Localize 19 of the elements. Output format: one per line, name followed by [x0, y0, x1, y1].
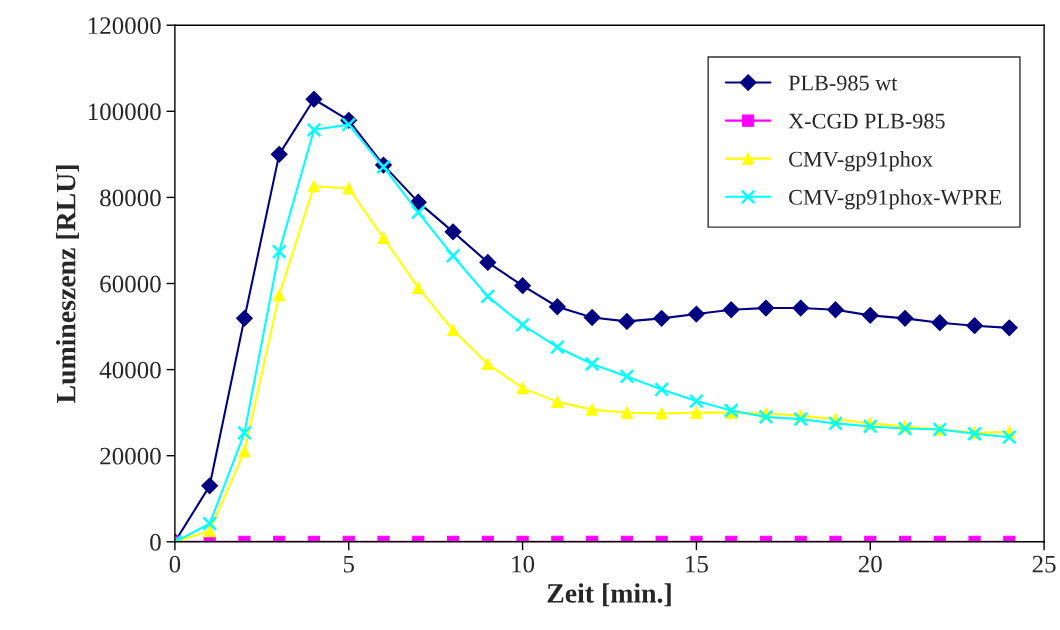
y-tick-label: 20000 [100, 447, 161, 465]
x-tick-label: 0 [169, 555, 181, 573]
legend-label: PLB-985 wt [788, 75, 898, 91]
x-tick-label: 15 [686, 555, 708, 573]
y-tick-label: 60000 [100, 275, 161, 293]
y-tick-label: 0 [150, 533, 161, 551]
y-tick-label: 80000 [100, 189, 161, 207]
x-tick-label: 20 [858, 555, 882, 573]
x-tick-label: 10 [512, 555, 535, 573]
legend-label: CMV-gp91phox [789, 151, 933, 172]
x-tick-label: 25 [1032, 555, 1056, 573]
legend-label: CMV-gp91phox-WPRE [789, 189, 1002, 210]
y-tick-label: 120000 [88, 17, 161, 35]
x-tick-label: 5 [343, 555, 355, 573]
x-axis-title: Zeit [min.] [547, 583, 671, 607]
y-tick-label: 40000 [99, 361, 161, 379]
legend-label: X-CGD PLB-985 [788, 113, 945, 129]
y-axis-title: Lumineszenz [RLU] [55, 165, 79, 403]
y-tick-label: 100000 [88, 103, 161, 121]
